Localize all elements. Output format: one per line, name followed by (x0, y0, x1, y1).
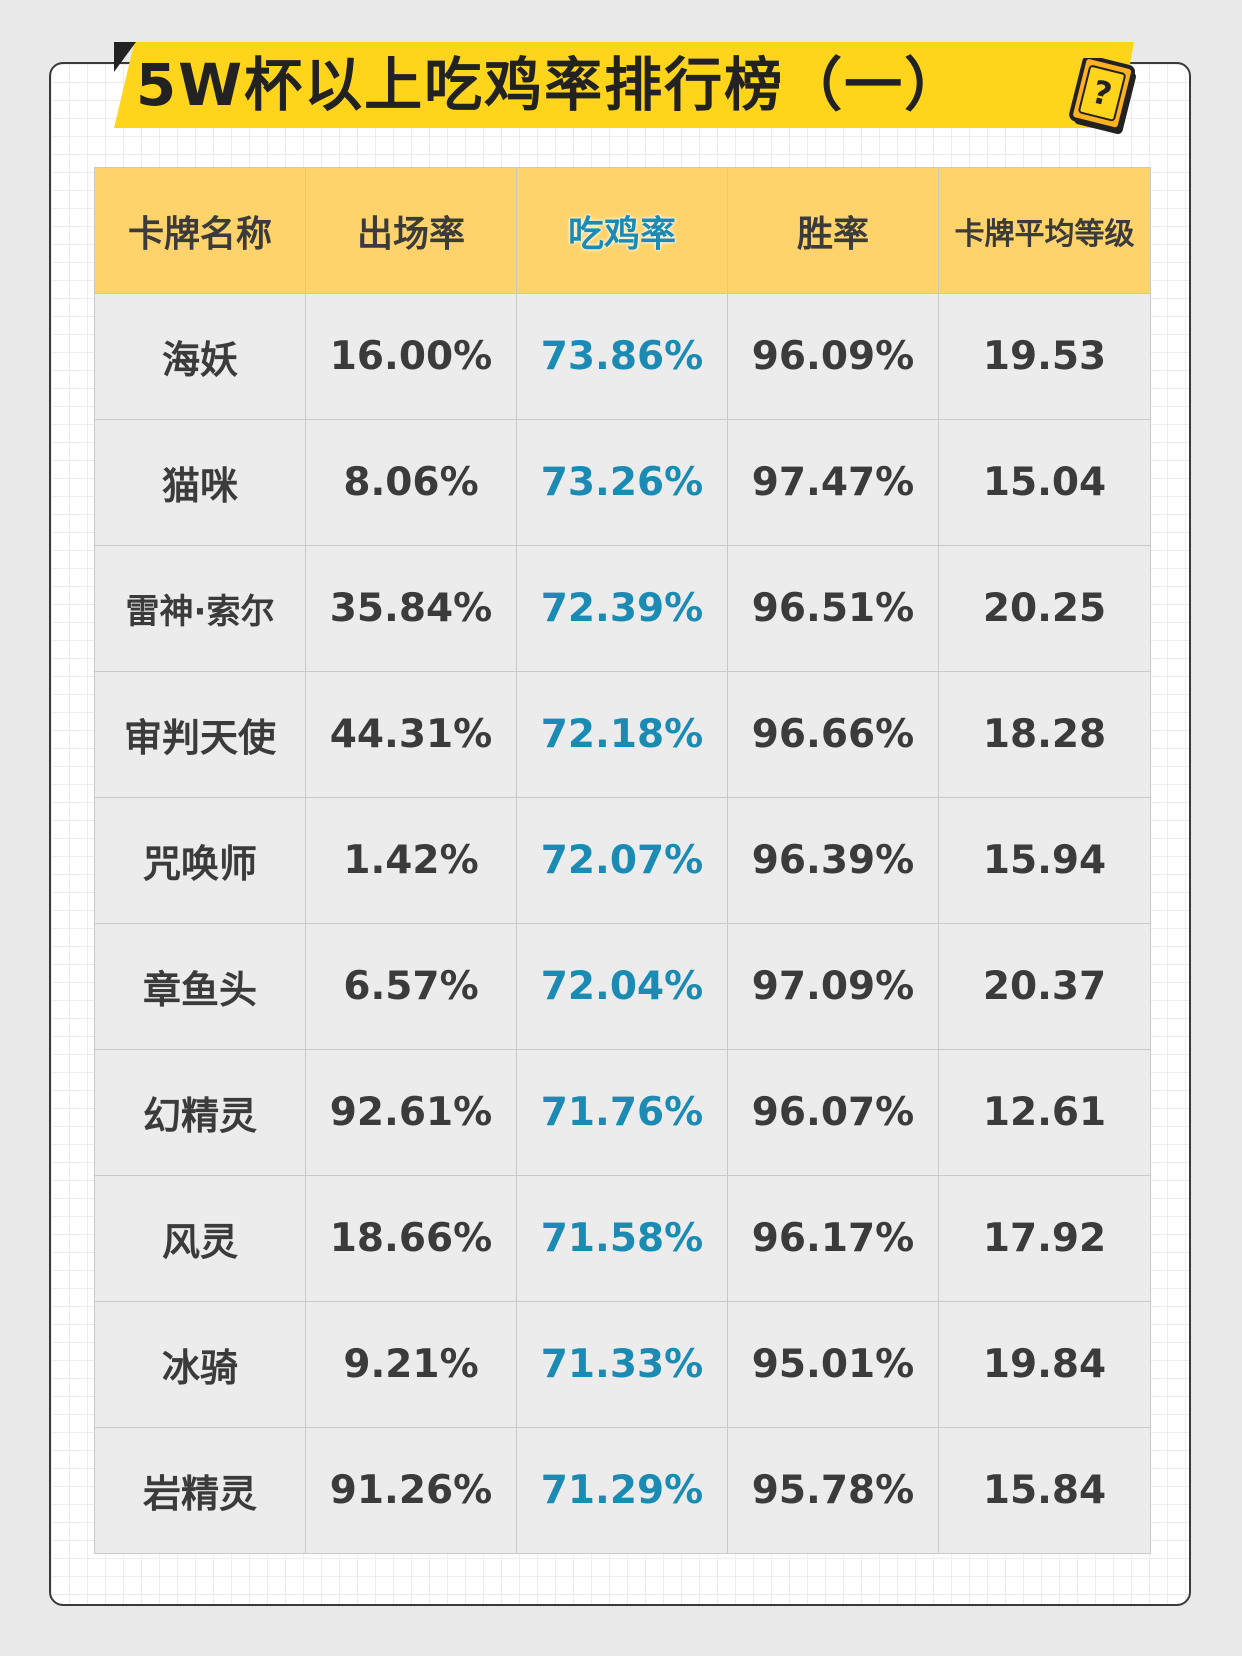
header-avg-level: 卡牌平均等级 (938, 167, 1151, 294)
card-name-cell: 咒唤师 (94, 797, 306, 924)
card-name-cell: 幻精灵 (94, 1049, 306, 1176)
table-row: 猫咪 8.06% 73.26% 97.47% 15.04 (94, 419, 1151, 546)
avg-level-cell: 18.28 (938, 671, 1151, 798)
table-row: 海妖 16.00% 73.86% 96.09% 19.53 (94, 293, 1151, 420)
win-rate-cell: 95.01% (727, 1301, 939, 1428)
title-banner (114, 42, 1134, 128)
avg-level-cell: 20.37 (938, 923, 1151, 1050)
avg-level-cell: 20.25 (938, 545, 1151, 672)
mystery-card-icon: ? (1069, 58, 1136, 135)
card-name-cell: 审判天使 (94, 671, 306, 798)
table-header-row: 卡牌名称 出场率 吃鸡率 胜率 卡牌平均等级 (94, 167, 1151, 294)
win-rate-cell: 96.07% (727, 1049, 939, 1176)
avg-level-cell: 19.53 (938, 293, 1151, 420)
card-name-cell: 雷神·索尔 (94, 545, 306, 672)
header-appearance-rate: 出场率 (305, 167, 517, 294)
header-win-rate: 胜率 (727, 167, 939, 294)
top1-rate-cell: 71.76% (516, 1049, 728, 1176)
win-rate-cell: 97.47% (727, 419, 939, 546)
top1-rate-cell: 73.86% (516, 293, 728, 420)
top1-rate-cell: 72.04% (516, 923, 728, 1050)
top1-rate-cell: 71.58% (516, 1175, 728, 1302)
header-card-name: 卡牌名称 (94, 167, 306, 294)
card-name-cell: 猫咪 (94, 419, 306, 546)
avg-level-cell: 15.84 (938, 1427, 1151, 1554)
avg-level-cell: 15.94 (938, 797, 1151, 924)
table-row: 章鱼头 6.57% 72.04% 97.09% 20.37 (94, 923, 1151, 1050)
appearance-rate-cell: 92.61% (305, 1049, 517, 1176)
appearance-rate-cell: 35.84% (305, 545, 517, 672)
table-row: 风灵 18.66% 71.58% 96.17% 17.92 (94, 1175, 1151, 1302)
top1-rate-cell: 73.26% (516, 419, 728, 546)
header-top1-rate: 吃鸡率 (516, 167, 728, 294)
avg-level-cell: 15.04 (938, 419, 1151, 546)
card-name-cell: 风灵 (94, 1175, 306, 1302)
table-row: 岩精灵 91.26% 71.29% 95.78% 15.84 (94, 1427, 1151, 1554)
win-rate-cell: 95.78% (727, 1427, 939, 1554)
top1-rate-cell: 72.39% (516, 545, 728, 672)
card-name-cell: 冰骑 (94, 1301, 306, 1428)
table-row: 幻精灵 92.61% 71.76% 96.07% 12.61 (94, 1049, 1151, 1176)
appearance-rate-cell: 1.42% (305, 797, 517, 924)
ranking-table: 卡牌名称 出场率 吃鸡率 胜率 卡牌平均等级 海妖 16.00% 73.86% … (94, 167, 1151, 1554)
table-row: 审判天使 44.31% 72.18% 96.66% 18.28 (94, 671, 1151, 798)
win-rate-cell: 96.17% (727, 1175, 939, 1302)
appearance-rate-cell: 91.26% (305, 1427, 517, 1554)
appearance-rate-cell: 18.66% (305, 1175, 517, 1302)
win-rate-cell: 96.51% (727, 545, 939, 672)
card-name-cell: 岩精灵 (94, 1427, 306, 1554)
avg-level-cell: 17.92 (938, 1175, 1151, 1302)
appearance-rate-cell: 8.06% (305, 419, 517, 546)
card-name-cell: 海妖 (94, 293, 306, 420)
appearance-rate-cell: 9.21% (305, 1301, 517, 1428)
win-rate-cell: 96.66% (727, 671, 939, 798)
win-rate-cell: 96.39% (727, 797, 939, 924)
table-row: 雷神·索尔 35.84% 72.39% 96.51% 20.25 (94, 545, 1151, 672)
win-rate-cell: 97.09% (727, 923, 939, 1050)
top1-rate-cell: 72.07% (516, 797, 728, 924)
appearance-rate-cell: 6.57% (305, 923, 517, 1050)
card-name-cell: 章鱼头 (94, 923, 306, 1050)
page-title: 5W杯以上吃鸡率排行榜（一） (135, 51, 965, 119)
top1-rate-cell: 71.33% (516, 1301, 728, 1428)
top1-rate-cell: 71.29% (516, 1427, 728, 1554)
table-row: 冰骑 9.21% 71.33% 95.01% 19.84 (94, 1301, 1151, 1428)
top1-rate-cell: 72.18% (516, 671, 728, 798)
win-rate-cell: 96.09% (727, 293, 939, 420)
avg-level-cell: 12.61 (938, 1049, 1151, 1176)
appearance-rate-cell: 44.31% (305, 671, 517, 798)
avg-level-cell: 19.84 (938, 1301, 1151, 1428)
appearance-rate-cell: 16.00% (305, 293, 517, 420)
table-row: 咒唤师 1.42% 72.07% 96.39% 15.94 (94, 797, 1151, 924)
